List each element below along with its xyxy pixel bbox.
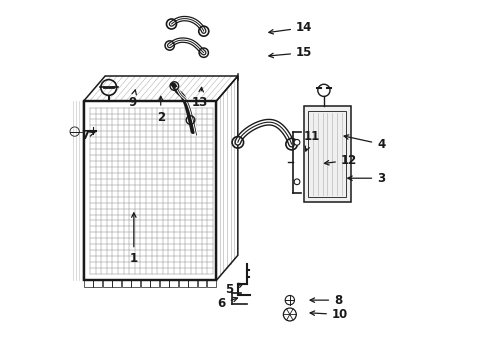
Polygon shape [304,107,351,202]
Text: 2: 2 [157,96,165,124]
Circle shape [294,179,300,185]
Text: 5: 5 [225,283,243,296]
Text: 8: 8 [310,294,343,307]
Circle shape [285,296,294,305]
Circle shape [294,139,300,145]
Text: 14: 14 [269,21,312,34]
Circle shape [283,308,296,321]
Text: 12: 12 [324,154,357,167]
Text: 7: 7 [81,129,95,142]
Text: 6: 6 [218,297,238,310]
Text: 4: 4 [344,135,386,150]
Text: 1: 1 [130,213,138,265]
Text: 3: 3 [348,172,385,185]
Text: 10: 10 [310,308,348,321]
Text: 13: 13 [192,87,208,109]
Text: 11: 11 [303,130,319,151]
Text: 9: 9 [128,90,136,109]
Text: 15: 15 [269,46,312,59]
